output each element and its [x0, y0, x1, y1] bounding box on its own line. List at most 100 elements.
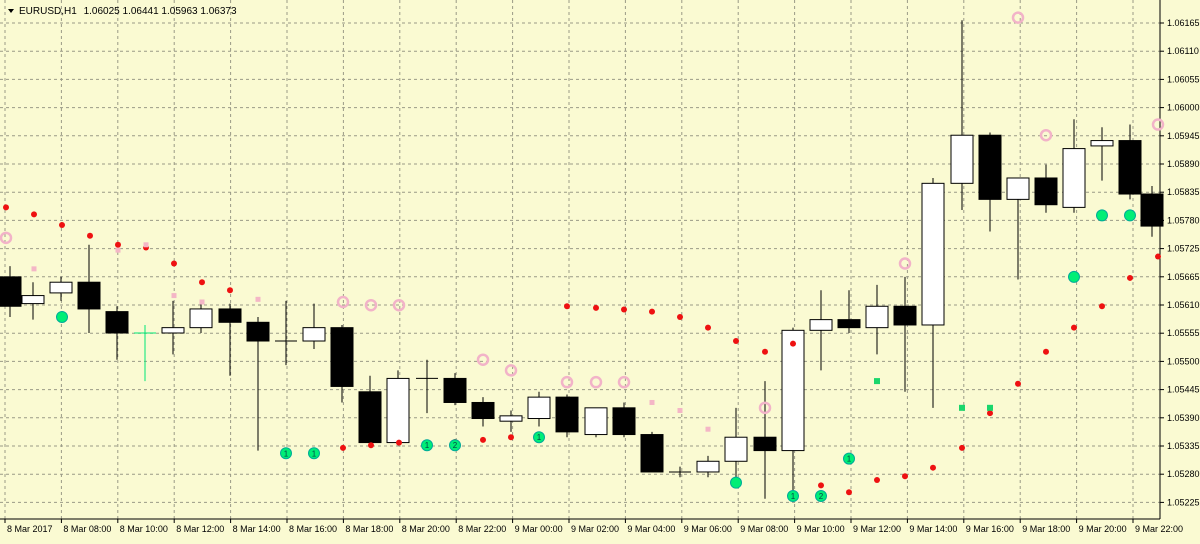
- candle: [161, 300, 185, 355]
- candle: [865, 284, 889, 355]
- green-ring-label: 2: [819, 492, 824, 501]
- candle-body: [49, 281, 73, 294]
- candle: [275, 300, 297, 366]
- red-dot-marker: [959, 444, 965, 451]
- candle: [358, 375, 382, 444]
- candle-body: [612, 407, 636, 436]
- price-tick-label: 1.06165: [1167, 18, 1200, 28]
- candle-body: [724, 436, 748, 462]
- candle: [386, 370, 410, 446]
- red-dot-marker: [3, 204, 9, 211]
- candle: [921, 177, 945, 408]
- pink-ring-marker: [617, 375, 631, 389]
- candle: [753, 381, 777, 499]
- symbol-label: EURUSD,H1: [19, 6, 77, 17]
- pink-ring-marker: [504, 364, 518, 377]
- price-tick-label: 1.05390: [1167, 413, 1200, 423]
- red-dot-marker: [396, 439, 402, 446]
- green-ring-marker: [1096, 209, 1108, 222]
- green-ring-circle: [280, 447, 292, 460]
- price-tick-label: 1.05725: [1167, 244, 1200, 254]
- red-dot-marker: [846, 489, 852, 496]
- time-tick-label: 8 Mar 22:00: [458, 524, 506, 534]
- candle-body: [1034, 177, 1058, 206]
- candle: [77, 244, 101, 333]
- green-ring-label: 2: [453, 441, 458, 450]
- price-tick-label: 1.05445: [1167, 385, 1200, 395]
- price-tick-label: 1.05225: [1167, 497, 1200, 507]
- chart-header: EURUSD,H1 1.06025 1.06441 1.05963 1.0637…: [8, 6, 237, 17]
- candle: [640, 431, 664, 473]
- red-dot-marker: [762, 348, 768, 355]
- green-ring-marker: 1: [533, 431, 545, 444]
- candle-body: [21, 295, 45, 305]
- red-dot-marker: [930, 464, 936, 471]
- time-tick-label: 9 Mar 14:00: [909, 524, 957, 534]
- pink-square-marker: [171, 293, 177, 299]
- candle-body: [105, 311, 129, 334]
- candle: [809, 290, 833, 371]
- candle: [302, 303, 326, 350]
- candle-body: [302, 327, 326, 342]
- candle: [1062, 119, 1086, 213]
- candle: [1090, 127, 1114, 181]
- green-ring-circle: [1124, 209, 1136, 222]
- pink-square-marker: [143, 242, 149, 248]
- candle: [499, 410, 523, 432]
- green-ring-marker: 1: [787, 490, 799, 503]
- candle: [1034, 164, 1058, 213]
- pink-ring-marker: [1039, 128, 1053, 142]
- candle: [218, 303, 242, 376]
- candle: [669, 466, 691, 478]
- green-ring-circle: [815, 490, 827, 503]
- pink-ring-marker: [0, 231, 13, 245]
- price-tick-label: 1.06000: [1167, 103, 1200, 113]
- pink-ring-marker: [392, 298, 406, 312]
- time-tick-label: 8 Mar 10:00: [120, 524, 168, 534]
- red-dot-marker: [987, 410, 993, 417]
- pink-square-marker: [115, 247, 121, 253]
- time-tick-label: 9 Mar 04:00: [627, 524, 675, 534]
- pink-square-marker: [649, 399, 655, 405]
- candle: [724, 407, 748, 483]
- green-square-marker: [874, 378, 880, 385]
- red-dot-marker: [171, 260, 177, 267]
- green-ring-circle: [449, 439, 461, 452]
- candle: [0, 266, 22, 317]
- red-dot-marker: [59, 222, 65, 229]
- green-ring-circle: [56, 310, 68, 323]
- time-tick-label: 9 Mar 00:00: [515, 524, 563, 534]
- candle-body: [1090, 140, 1114, 147]
- green-ring-label: 1: [847, 455, 852, 464]
- candle-body: [527, 396, 551, 420]
- candle: [416, 359, 438, 414]
- red-dot-marker: [1015, 380, 1021, 387]
- pink-ring-marker: [589, 375, 603, 389]
- time-tick-label: 9 Mar 18:00: [1022, 524, 1070, 534]
- price-tick-label: 1.05610: [1167, 300, 1200, 310]
- svg-text:EURUSD,H1 1.06025 1.06: EURUSD,H1 1.06025 1.06441 1.05963 1.0637…: [19, 6, 237, 17]
- red-dot-marker: [1127, 274, 1133, 281]
- time-tick-label: 9 Mar 12:00: [853, 524, 901, 534]
- candle-body: [443, 377, 467, 403]
- red-dot-marker: [115, 241, 121, 248]
- candle: [134, 324, 156, 382]
- ohlc-values: 1.06025 1.06441 1.05963 1.06373: [84, 6, 237, 17]
- candle: [527, 391, 551, 427]
- red-dot-marker: [818, 482, 824, 489]
- candle-body: [189, 308, 213, 329]
- pink-square-marker: [255, 296, 261, 302]
- red-dot-marker: [593, 304, 599, 311]
- candle: [49, 276, 73, 301]
- red-dot-marker: [733, 338, 739, 345]
- triangle-down-icon[interactable]: [8, 9, 14, 13]
- time-tick-label: 8 Mar 16:00: [289, 524, 337, 534]
- price-tick-label: 1.05335: [1167, 441, 1200, 451]
- candle-body: [893, 305, 917, 326]
- red-dot-marker: [368, 442, 374, 449]
- green-ring-marker: [1124, 209, 1136, 222]
- green-ring-circle: [308, 447, 320, 460]
- candle: [696, 455, 720, 478]
